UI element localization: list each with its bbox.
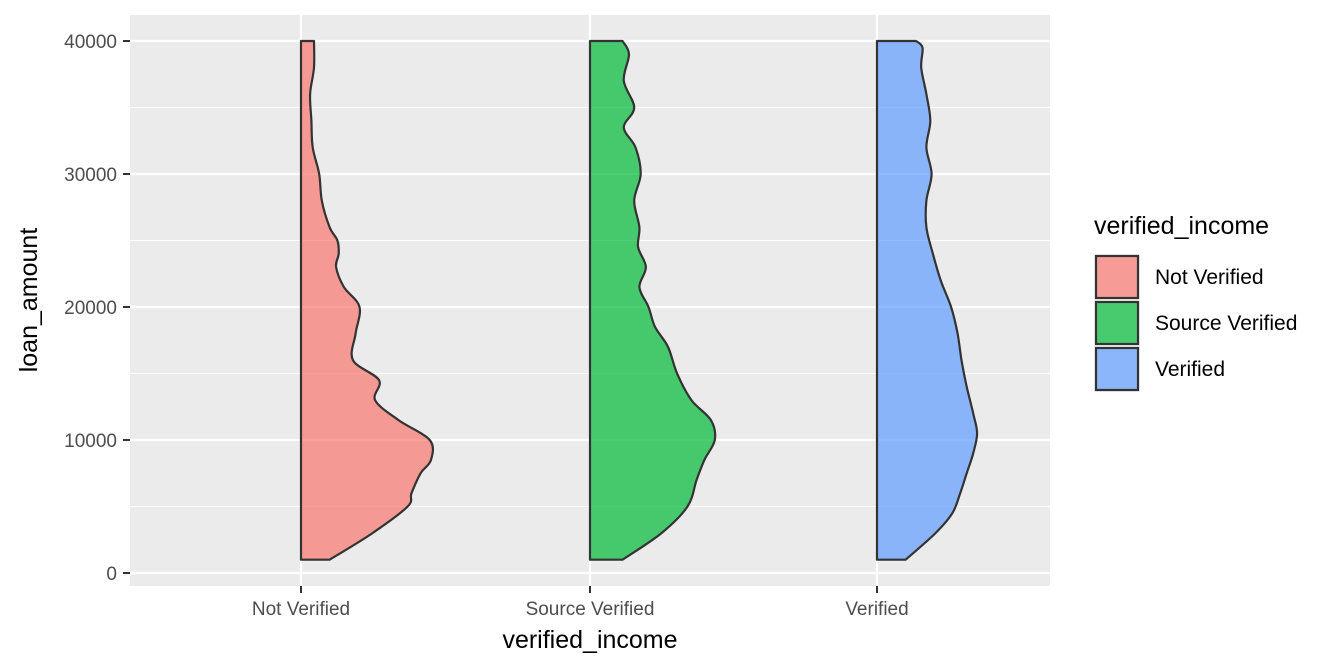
legend-label: Verified [1155, 358, 1225, 381]
x-tick-label: Not Verified [252, 599, 350, 620]
x-tick-label: Verified [845, 599, 908, 620]
legend-label: Source Verified [1155, 312, 1297, 335]
y-tick-label: 10000 [64, 431, 117, 452]
violin-verified [875, 39, 979, 561]
x-axis-title: verified_income [502, 626, 677, 654]
legend-title: verified_income [1094, 212, 1269, 240]
legend-key-verified [1094, 346, 1140, 392]
violin-not-verified [299, 39, 435, 561]
y-tick-label: 0 [106, 564, 117, 585]
legend-label: Not Verified [1155, 266, 1264, 289]
y-tick-label: 40000 [64, 32, 117, 53]
violin-source-verified [588, 39, 717, 561]
x-tick-label: Source Verified [526, 599, 655, 620]
legend-key-not-verified [1094, 254, 1140, 300]
legend-key-source-verified [1094, 300, 1140, 346]
y-axis: 0 10000 20000 30000 40000 [64, 32, 130, 585]
x-axis: Not Verified Source Verified Verified [252, 586, 909, 620]
legend: verified_income Not Verified Source Verif… [1094, 212, 1297, 392]
violin-layer [299, 39, 979, 561]
y-axis-title: loan_amount [15, 228, 43, 373]
y-tick-label: 30000 [64, 165, 117, 186]
y-tick-label: 20000 [64, 298, 117, 319]
